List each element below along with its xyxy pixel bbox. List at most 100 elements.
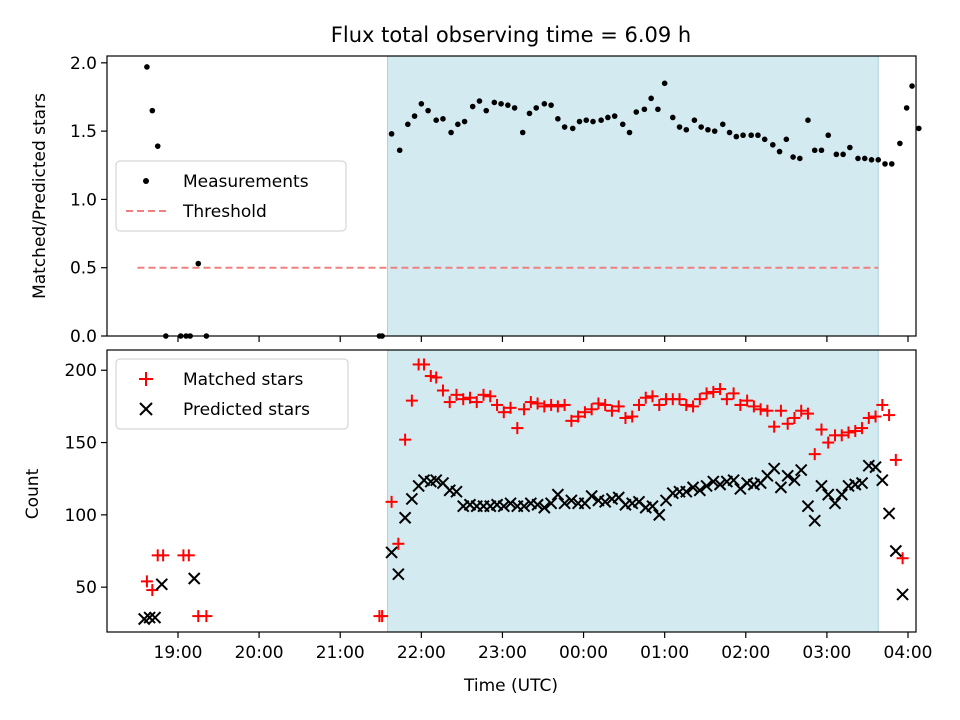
legend-predicted-label: Predicted stars [183,400,310,420]
measurement-point [755,132,761,139]
y-tick-label: 0.0 [70,327,97,347]
predicted-star-point [686,481,700,494]
matched-star-point [822,436,835,449]
bottom-y-axis-label: Count [23,468,43,519]
predicted-star-point [713,478,727,491]
measurement-point [405,121,411,128]
predicted-star-point [767,462,781,475]
matched-star-point [869,410,882,423]
predicted-star-point [815,479,828,493]
matched-star-point [774,404,787,417]
y-tick-label: 50 [75,578,97,598]
predicted-star-point [598,495,612,509]
matched-star-point [862,411,875,424]
predicted-star-point [896,588,909,601]
measurement-point [761,136,768,143]
measurement-point [790,154,796,160]
measurement-point [555,116,561,122]
predicted-star-point [544,497,558,510]
measurement-point [655,106,661,113]
matched-star-point [720,393,733,406]
measurement-point [455,121,461,128]
measurement-point [433,117,440,123]
matched-star-point [835,429,848,442]
matched-star-point [815,423,828,436]
measurement-point [569,125,576,132]
x-axis-label: Time (UTC) [463,676,558,696]
observing-window-bottom [387,349,879,633]
predicted-star-point [822,488,835,501]
measurement-point [590,118,596,125]
predicted-star-point [450,485,463,498]
matched-star-point [565,414,578,427]
x-tick-label: 03:00 [802,643,851,663]
predicted-star-point [869,460,882,474]
measurement-point [469,103,476,110]
measurement-point [861,155,868,162]
measurement-point [705,126,711,133]
legend-matched-marker [139,372,153,386]
predicted-star-point [835,488,848,501]
predicted-star-point [155,578,168,591]
measurement-point [626,129,633,136]
matched-star-point [524,396,537,409]
predicted-star-point [646,499,659,513]
measurement-point [541,101,548,107]
measurement-point [576,118,583,125]
matched-star-point [491,398,504,411]
matched-star-point [741,394,754,407]
matched-star-point [883,409,896,422]
predicted-star-point [385,546,398,559]
measurement-point [847,144,853,151]
y-tick-label: 200 [65,361,97,381]
matched-star-point [768,420,781,433]
predicted-star-point [551,488,565,501]
top-y-axis: 0.0 0.5 1.0 1.5 2.0 [70,54,107,347]
matched-star-point [385,495,398,508]
measurement-point [916,125,922,132]
legend-measurements-label: Measurements [183,172,309,192]
matched-star-point [707,385,720,398]
matched-star-point [140,575,153,588]
x-tick-label: 19:00 [154,643,203,663]
measurement-point [619,121,626,128]
matched-star-point [876,398,889,411]
measurement-point [888,161,895,167]
measurement-point [526,110,533,117]
matched-star-point [795,404,808,417]
measurement-point [411,113,418,119]
matched-star-point [418,358,431,371]
predicted-star-point [497,499,511,513]
x-tick-label: 20:00 [235,643,284,663]
matched-star-point [605,404,618,417]
measurement-point [691,117,698,123]
measurement-point [855,155,861,162]
matched-star-point [680,398,693,411]
predicted-star-point [707,475,720,488]
predicted-star-point [538,501,551,514]
measurement-point [605,114,611,121]
measurement-point [903,105,910,111]
matched-star-point [856,422,869,435]
measurement-point [770,141,776,148]
measurement-point [811,147,818,154]
matched-star-point [842,426,855,439]
matched-star-point [392,537,405,550]
matched-star-point [558,398,571,411]
measurement-point [611,113,618,119]
matched-star-point [457,393,470,406]
predicted-star-point [565,494,578,507]
matched-star-point [788,411,801,424]
measurement-point [633,109,640,115]
top-plot-frame [106,55,917,337]
predicted-star-point [143,611,156,624]
predicted-star-point [781,469,794,483]
predicted-star-point [585,489,598,503]
measurement-point [505,102,511,108]
matched-star-point [754,403,767,416]
predicted-star-point [398,511,412,524]
matched-star-point [653,398,666,411]
matched-star-point [443,396,456,409]
x-tick-label: 04:00 [884,643,933,663]
